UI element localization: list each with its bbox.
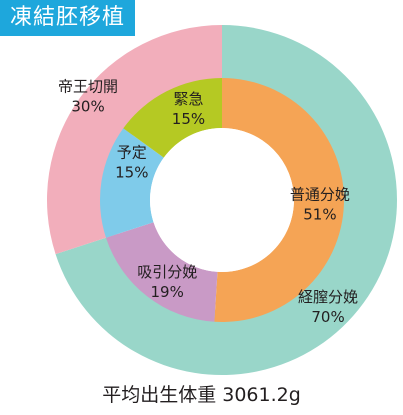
inner-slice-label-1: 吸引分娩 19% bbox=[137, 263, 197, 301]
inner-slice-label-3: 緊急 15% bbox=[172, 90, 205, 128]
outer-slice-label-0: 経膣分娩 70% bbox=[298, 288, 358, 326]
inner-slice-1 bbox=[105, 222, 218, 322]
inner-slice-label-0: 普通分娩 51% bbox=[290, 185, 350, 223]
inner-slice-label-2: 予定 15% bbox=[115, 144, 148, 182]
chart-title: 凍結胚移植 bbox=[0, 0, 136, 36]
donut-hole bbox=[150, 128, 294, 272]
inner-slice-0 bbox=[214, 78, 345, 322]
outer-slice-1 bbox=[46, 25, 223, 255]
average-birth-weight-caption: 平均出生体重 3061.2g bbox=[102, 384, 301, 406]
inner-slice-2 bbox=[99, 128, 164, 238]
inner-slice-3 bbox=[123, 78, 222, 158]
outer-slice-label-1: 帝王切開 30% bbox=[58, 77, 118, 115]
